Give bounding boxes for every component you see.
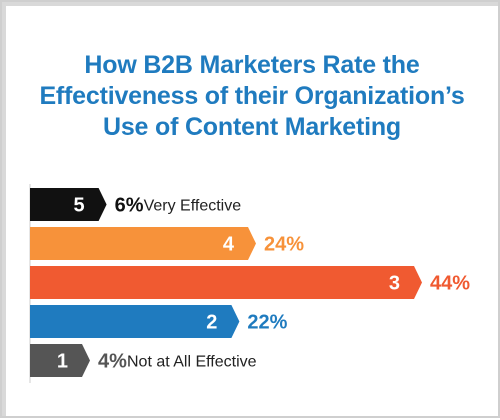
bar-group-4: 4 24% [30, 227, 304, 260]
chart-title-line-2: Effectiveness of their Organization’s [39, 82, 465, 110]
bar-value-label-1: 4% [98, 351, 127, 373]
bar-3 [30, 266, 422, 299]
bar-1 [30, 344, 90, 377]
bar-annotation-1: Not at All Effective [127, 354, 257, 371]
bar-category-label-4: 4 [223, 234, 235, 256]
bar-category-label-2: 2 [206, 312, 217, 334]
bar-category-label-1: 1 [57, 351, 68, 373]
bar-value-label-3: 44% [430, 273, 470, 295]
chart-title-line-3: Use of Content Marketing [103, 113, 401, 141]
chart-title-line-1: How B2B Marketers Rate the [84, 51, 420, 79]
bar-group-5: 5 6% Very Effective [30, 188, 241, 221]
bar-2 [30, 305, 240, 338]
bar-category-label-3: 3 [389, 273, 400, 295]
chart-title: How B2B Marketers Rate the Effectiveness… [22, 50, 482, 143]
bar-5 [30, 188, 107, 221]
bar-category-label-5: 5 [73, 195, 84, 217]
bar-value-label-2: 22% [247, 312, 287, 334]
bar-value-label-4: 24% [264, 234, 304, 256]
bar-4 [30, 227, 256, 260]
bar-group-2: 2 22% [30, 305, 288, 338]
bar-group-3: 3 44% [30, 266, 470, 299]
bar-group-1: 1 4% Not at All Effective [30, 344, 257, 377]
bar-value-label-5: 6% [115, 195, 144, 217]
bar-annotation-5: Very Effective [144, 198, 242, 215]
